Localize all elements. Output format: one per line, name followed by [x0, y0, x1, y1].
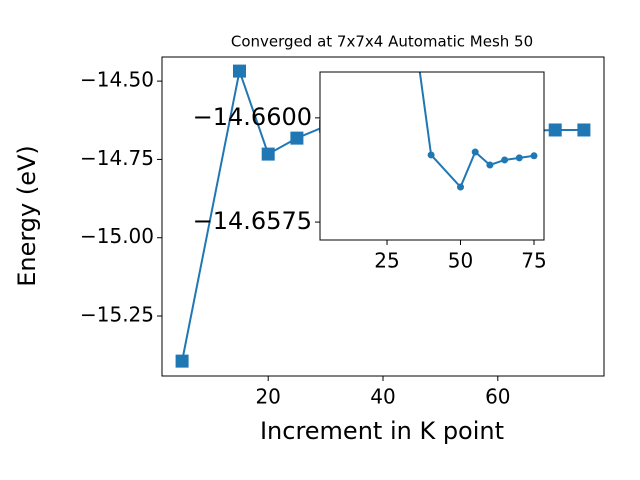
- marker: [548, 123, 562, 137]
- plot-clip: [418, 72, 538, 191]
- y-tick-label: −14.75: [80, 146, 154, 170]
- marker: [471, 148, 479, 156]
- marker: [175, 354, 189, 368]
- y-tick-label: −14.6575: [193, 207, 312, 235]
- x-tick-label: 40: [370, 385, 395, 409]
- y-tick-label: −15.25: [80, 303, 154, 327]
- x-tick-label: 75: [521, 249, 546, 273]
- x-tick-label: 25: [374, 249, 399, 273]
- marker: [290, 131, 304, 145]
- chart-title: Converged at 7x7x4 Automatic Mesh 50: [231, 33, 533, 51]
- marker: [427, 151, 435, 159]
- marker: [486, 161, 494, 169]
- marker: [577, 123, 591, 137]
- marker: [530, 152, 538, 160]
- marker: [515, 154, 523, 162]
- marker: [232, 64, 246, 78]
- marker: [261, 147, 275, 161]
- x-tick-label: 20: [255, 385, 280, 409]
- y-tick-label: −14.6600: [193, 103, 312, 131]
- y-tick-label: −14.50: [80, 68, 154, 92]
- y-tick-label: −15.00: [80, 224, 154, 248]
- x-tick-label: 60: [485, 385, 510, 409]
- x-axis-label: Increment in K point: [260, 417, 504, 445]
- y-axis-label: Energy (eV): [13, 145, 41, 287]
- axes-frame: [319, 71, 545, 241]
- x-tick-label: 50: [448, 249, 473, 273]
- marker: [501, 156, 509, 164]
- marker: [457, 183, 465, 191]
